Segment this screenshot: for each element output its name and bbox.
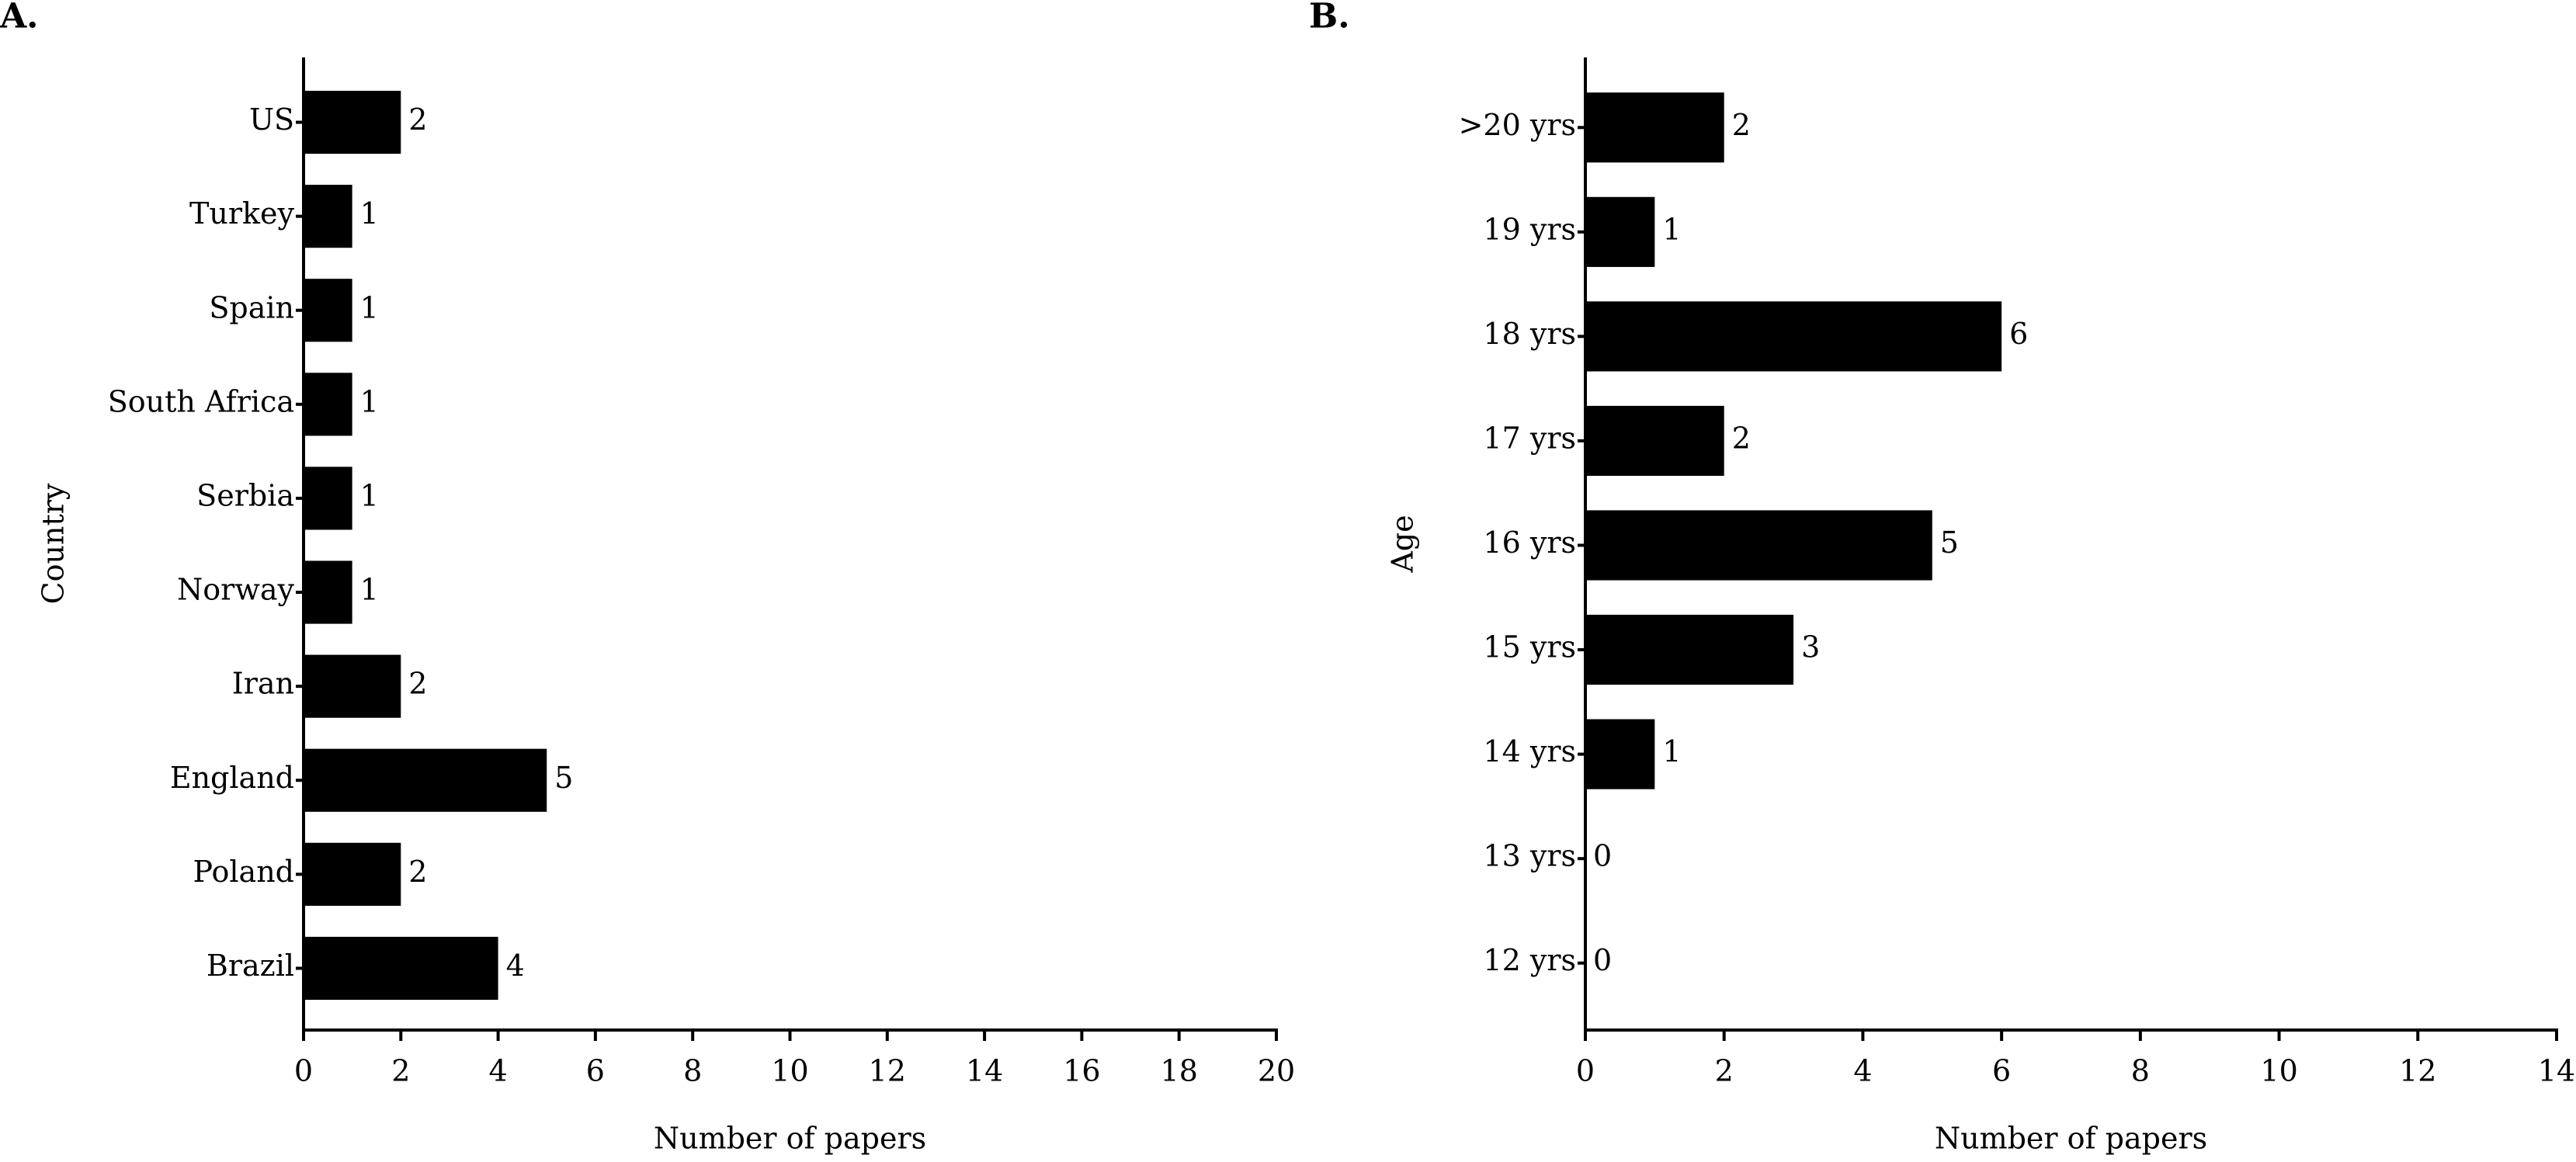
bar [1585, 301, 2002, 372]
value-label: 1 [360, 384, 379, 418]
y-tick-label: England [170, 761, 294, 795]
x-tick-label: 0 [294, 1054, 313, 1088]
y-tick-label: 16 yrs [1483, 526, 1576, 560]
bar [1585, 92, 1724, 163]
value-label: 2 [1732, 108, 1751, 142]
y-tick-label: 18 yrs [1483, 317, 1576, 351]
value-label: 0 [1593, 839, 1612, 873]
x-tick-label: 10 [2260, 1054, 2297, 1088]
x-tick-label: 8 [683, 1054, 702, 1088]
y-tick-label: 19 yrs [1483, 212, 1576, 246]
x-tick-label: 16 [1063, 1054, 1100, 1088]
value-label: 1 [1662, 734, 1681, 768]
x-tick-label: 4 [489, 1054, 508, 1088]
y-axis-label: Country [36, 483, 71, 604]
x-tick-label: 2 [1715, 1054, 1734, 1088]
x-tick-label: 0 [1576, 1054, 1595, 1088]
bar [304, 842, 401, 906]
bar [1585, 405, 1724, 477]
y-tick-label: 13 yrs [1483, 839, 1576, 873]
value-label: 2 [408, 667, 427, 701]
value-label: 5 [554, 761, 573, 795]
y-tick-label: Iran [232, 667, 294, 701]
y-tick-label: >20 yrs [1459, 108, 1576, 142]
bar [304, 560, 352, 624]
bar [1585, 510, 1932, 581]
value-label: 2 [1732, 421, 1751, 455]
x-tick-label: 6 [586, 1054, 605, 1088]
x-tick-label: 12 [2399, 1054, 2436, 1088]
bar [1585, 614, 1794, 685]
panel-label: A. [0, 0, 38, 36]
x-axis-label: Number of papers [1935, 1122, 2207, 1156]
bar [304, 90, 401, 154]
value-label: 5 [1940, 526, 1959, 560]
y-tick-label: Serbia [196, 478, 294, 512]
value-label: 2 [408, 102, 427, 137]
value-label: 0 [1593, 943, 1612, 977]
y-tick-label: 15 yrs [1483, 630, 1576, 664]
bar [304, 467, 352, 530]
x-tick-label: 14 [966, 1054, 1003, 1088]
x-tick-label: 2 [391, 1054, 410, 1088]
y-tick-label: US [249, 102, 294, 137]
x-tick-label: 4 [1853, 1054, 1872, 1088]
x-tick-label: 6 [1992, 1054, 2011, 1088]
bar [304, 748, 547, 812]
x-tick-label: 12 [869, 1054, 906, 1088]
value-label: 1 [360, 478, 379, 512]
y-tick-label: Norway [177, 573, 294, 607]
value-label: 3 [1801, 630, 1820, 664]
x-tick-label: 20 [1258, 1054, 1295, 1088]
y-tick-label: 12 yrs [1483, 943, 1576, 977]
y-axis-label: Age [1386, 515, 1420, 573]
bar [304, 279, 352, 342]
value-label: 1 [360, 573, 379, 607]
value-label: 1 [360, 290, 379, 324]
value-label: 1 [360, 196, 379, 231]
y-tick-label: Brazil [207, 949, 294, 983]
y-tick-label: Turkey [189, 196, 294, 231]
value-label: 2 [408, 855, 427, 889]
x-tick-label: 10 [771, 1054, 808, 1088]
panel-label: B. [1309, 0, 1350, 36]
value-label: 1 [1662, 212, 1681, 246]
bar [304, 185, 352, 248]
bar [1585, 196, 1655, 267]
bar [304, 373, 352, 436]
bar [1585, 719, 1655, 789]
bar [304, 936, 498, 1001]
x-tick-label: 8 [2131, 1054, 2150, 1088]
bar [304, 654, 401, 718]
y-tick-label: Spain [209, 290, 294, 324]
x-axis-label: Number of papers [654, 1122, 926, 1156]
y-tick-label: 14 yrs [1483, 734, 1576, 768]
x-tick-label: 18 [1161, 1054, 1198, 1088]
y-tick-label: South Africa [108, 384, 294, 418]
value-label: 6 [2009, 317, 2028, 351]
y-tick-label: Poland [193, 855, 294, 889]
x-tick-label: 14 [2538, 1054, 2575, 1088]
y-tick-label: 17 yrs [1483, 421, 1576, 455]
value-label: 4 [506, 949, 525, 983]
